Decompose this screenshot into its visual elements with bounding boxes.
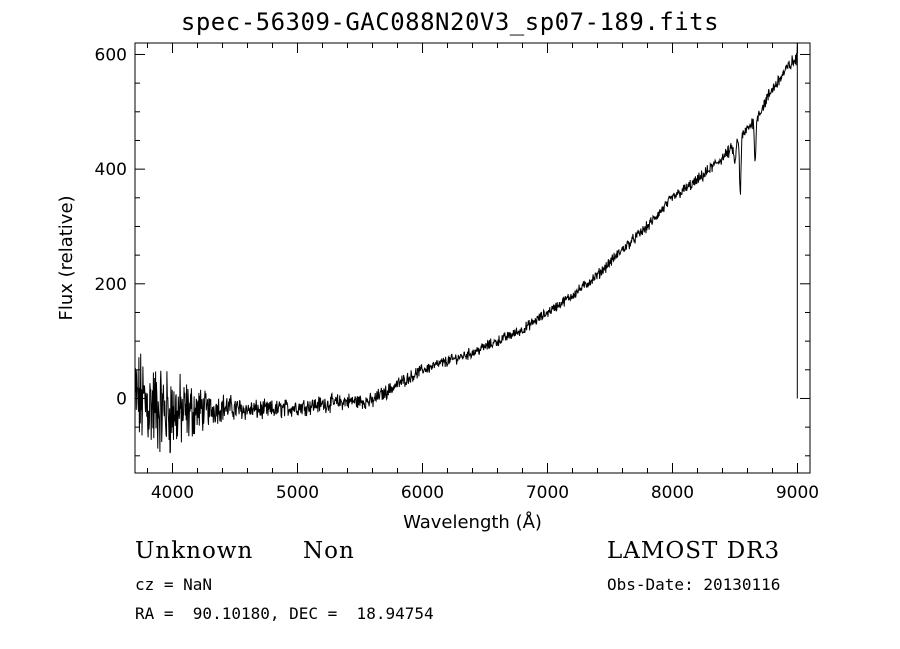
y-tick-label: 400 [95, 160, 127, 180]
survey-label: LAMOST DR3 [607, 538, 781, 564]
flux-series-line [134, 42, 798, 454]
x-tick-label: 8000 [651, 483, 694, 503]
cz-value: cz = NaN [135, 575, 213, 594]
x-tick-label: 7000 [526, 483, 569, 503]
axis-ticks [135, 43, 810, 473]
coordinates: RA = 90.10180, DEC = 18.94754 [135, 604, 434, 623]
y-tick-label: 600 [95, 45, 127, 65]
y-tick-label: 0 [116, 389, 127, 409]
tick-labels: 4000 5000 6000 7000 8000 9000 0 200 400 600 [95, 45, 820, 503]
class-right-label: Non [303, 538, 355, 564]
x-tick-label: 9000 [776, 483, 819, 503]
y-tick-label: 200 [95, 275, 127, 295]
x-tick-label: 6000 [401, 483, 444, 503]
y-axis-label: Flux (relative) [56, 195, 77, 320]
class-left-label: Unknown [135, 538, 254, 564]
chart-title: spec-56309-GAC088N20V3_sp07-189.fits [180, 8, 720, 36]
x-axis-label: Wavelength (Å) [403, 511, 542, 533]
obs-date: Obs-Date: 20130116 [607, 575, 781, 594]
x-tick-label: 5000 [276, 483, 319, 503]
x-tick-label: 4000 [151, 483, 194, 503]
